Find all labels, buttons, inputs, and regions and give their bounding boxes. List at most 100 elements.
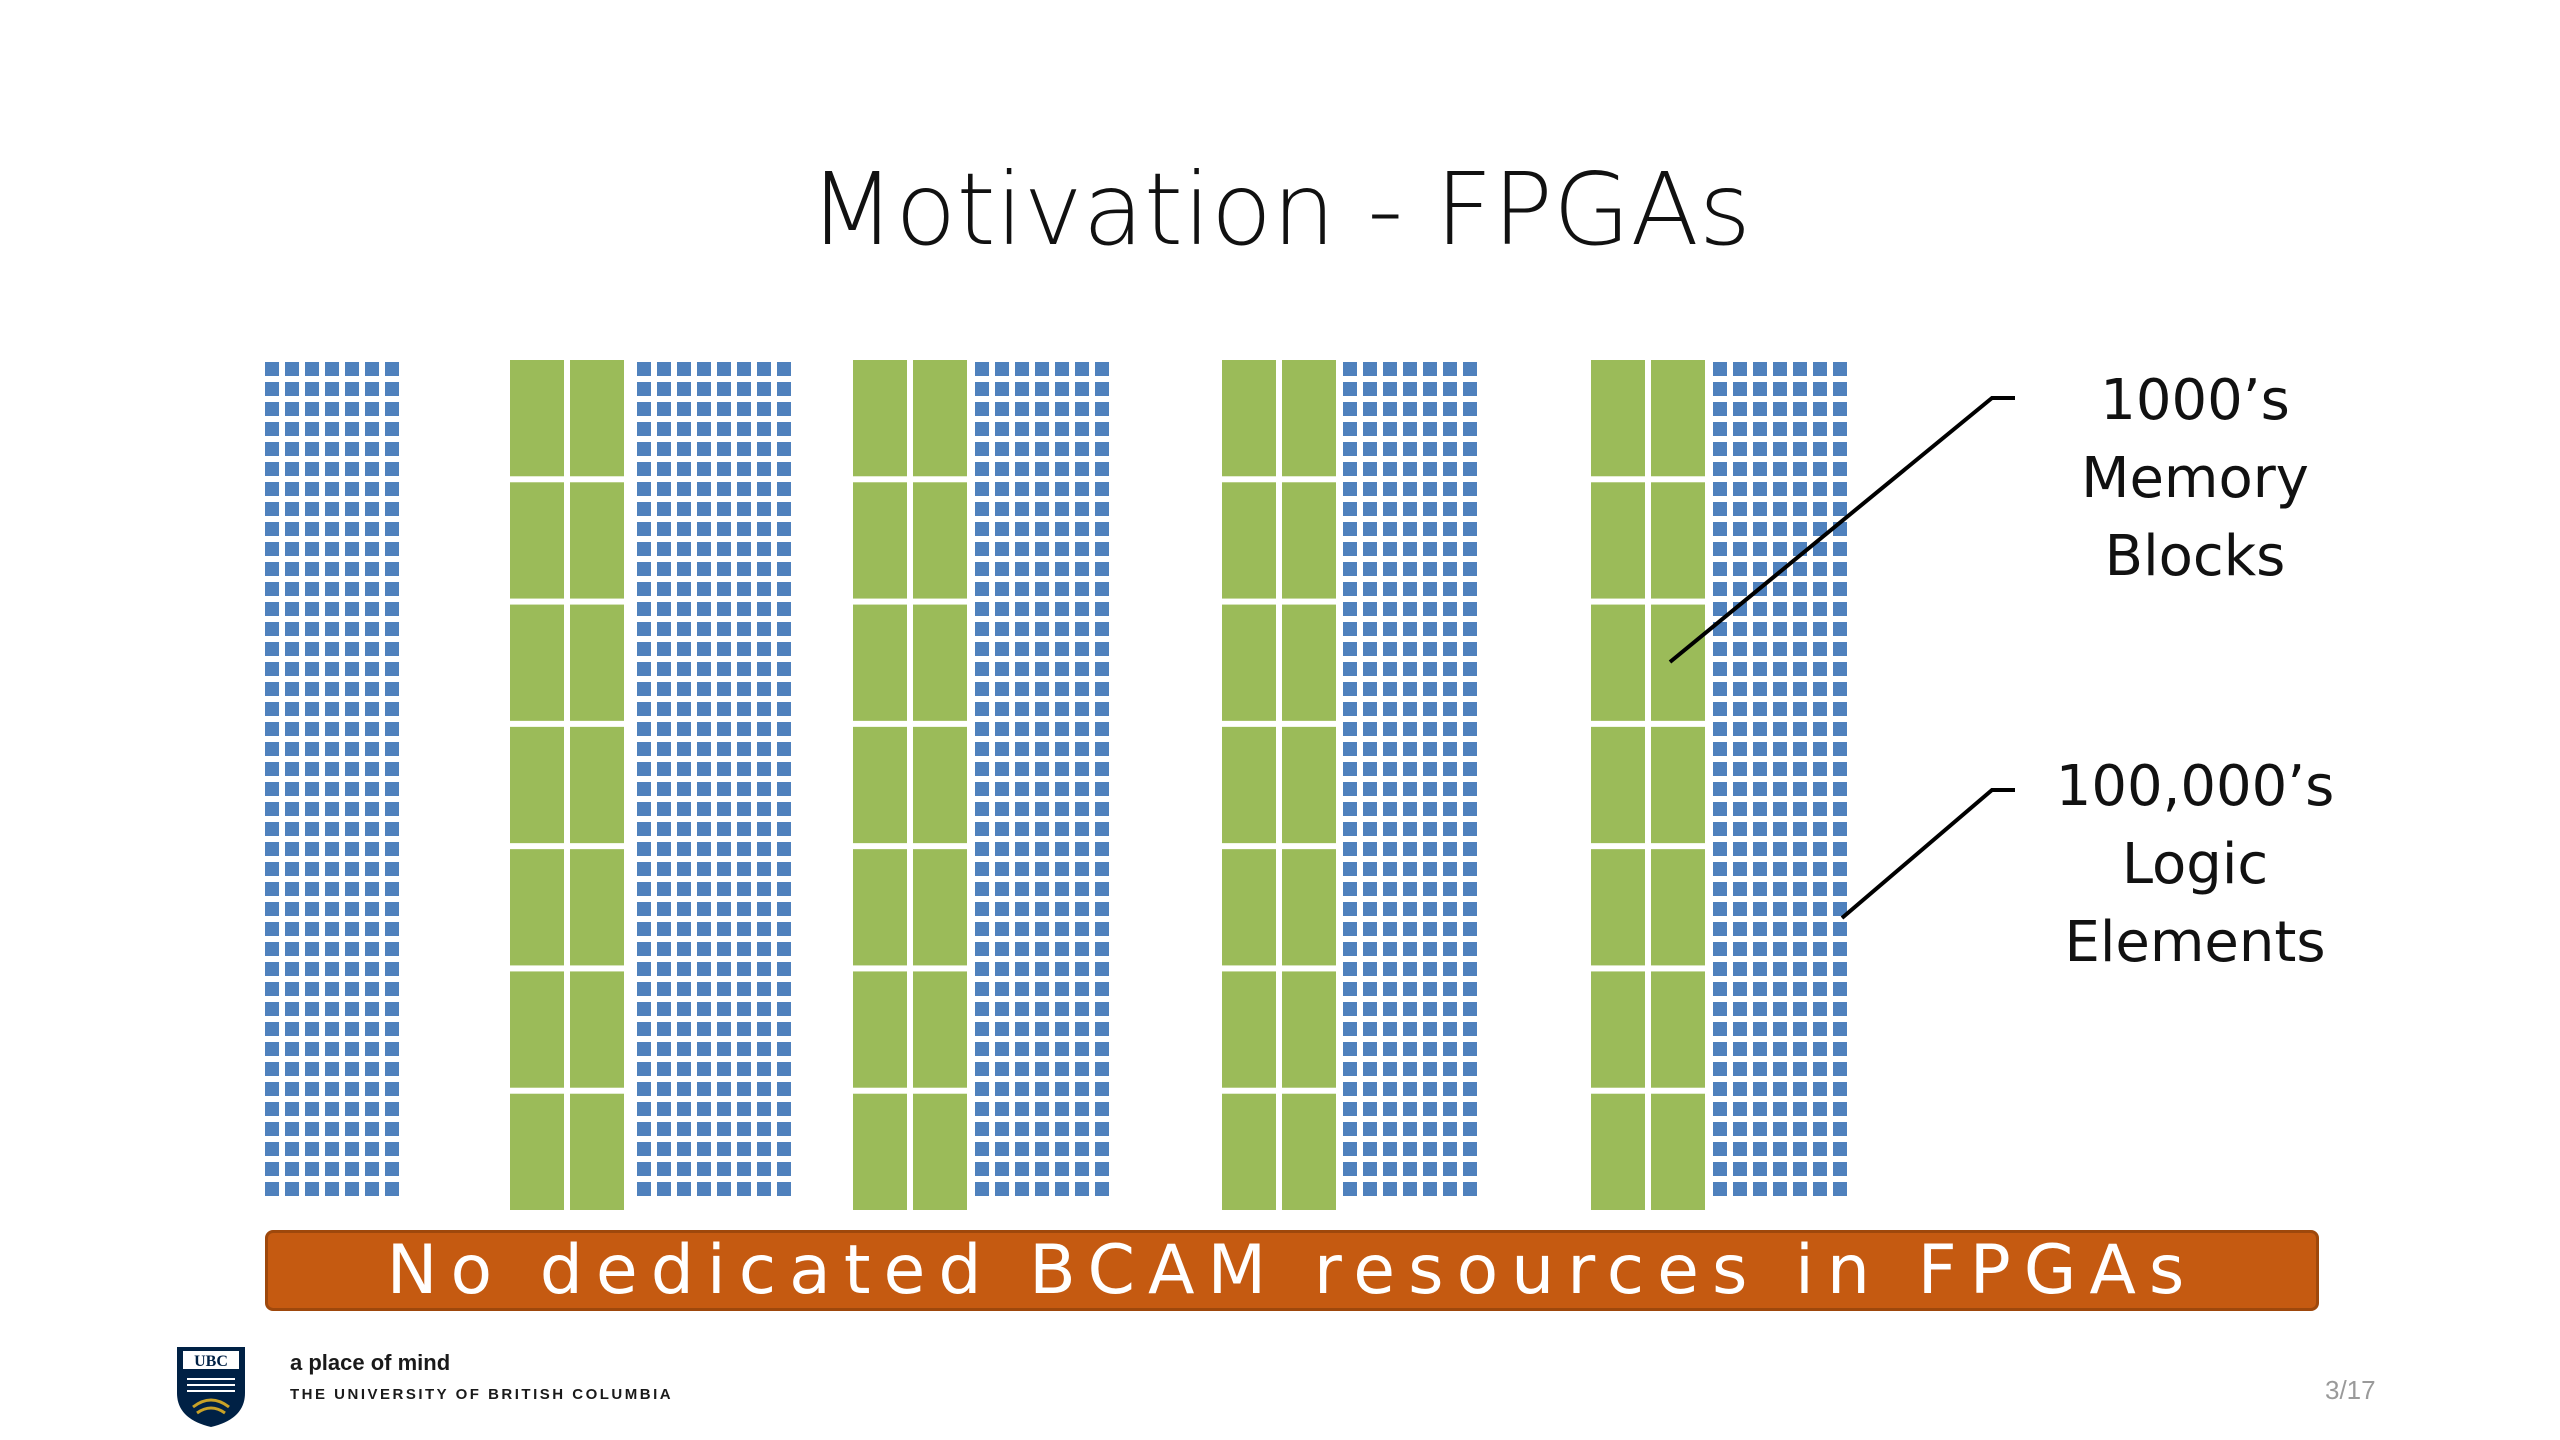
logic-element <box>1363 422 1377 436</box>
logic-element <box>1095 742 1109 756</box>
logic-element <box>325 682 339 696</box>
logic-element <box>345 502 359 516</box>
logic-element <box>677 522 691 536</box>
logic-element <box>1095 422 1109 436</box>
logic-element <box>1443 722 1457 736</box>
logic-element <box>677 542 691 556</box>
logic-element <box>1773 642 1787 656</box>
logic-element <box>1363 682 1377 696</box>
logic-element <box>1793 582 1807 596</box>
logic-element <box>697 762 711 776</box>
logic-element <box>285 462 299 476</box>
logic-element <box>717 1002 731 1016</box>
logic-element <box>1035 422 1049 436</box>
logic-element <box>1015 1062 1029 1076</box>
logic-element <box>1423 1082 1437 1096</box>
logic-element <box>325 862 339 876</box>
logic-element <box>1095 662 1109 676</box>
logic-element <box>365 902 379 916</box>
memory-block <box>853 604 907 721</box>
logic-element <box>385 782 399 796</box>
logic-element <box>365 702 379 716</box>
logic-element <box>1733 462 1747 476</box>
logic-element <box>1463 502 1477 516</box>
logic-element <box>1055 742 1069 756</box>
logic-element <box>1773 1002 1787 1016</box>
logic-element <box>1443 902 1457 916</box>
logic-element <box>737 562 751 576</box>
logic-element <box>385 1162 399 1176</box>
logic-element <box>1343 602 1357 616</box>
logic-element <box>285 1102 299 1116</box>
logic-element <box>1443 782 1457 796</box>
memory-block <box>1282 971 1336 1088</box>
logic-element <box>637 982 651 996</box>
logic-element <box>1793 1142 1807 1156</box>
logic-element <box>1095 962 1109 976</box>
logic-element <box>1773 822 1787 836</box>
logic-element <box>285 1022 299 1036</box>
logic-element <box>637 662 651 676</box>
logic-element <box>1343 962 1357 976</box>
logic-element <box>1753 722 1767 736</box>
logic-element <box>325 962 339 976</box>
logic-element <box>1773 582 1787 596</box>
logic-element <box>757 362 771 376</box>
logic-element <box>1035 602 1049 616</box>
logic-element <box>1773 522 1787 536</box>
logic-element <box>305 422 319 436</box>
logic-element <box>677 382 691 396</box>
logic-element <box>1713 1062 1727 1076</box>
logic-element <box>657 1182 671 1196</box>
logic-element <box>305 882 319 896</box>
logic-element <box>697 422 711 436</box>
logic-element <box>1095 582 1109 596</box>
logic-element <box>995 1182 1009 1196</box>
logic-element <box>657 582 671 596</box>
logic-element <box>1833 602 1847 616</box>
logic-element <box>637 382 651 396</box>
footer-tagline: a place of mind <box>290 1350 451 1375</box>
logic-element <box>1363 762 1377 776</box>
logic-element <box>1813 1022 1827 1036</box>
logic-element <box>1463 382 1477 396</box>
logic-element <box>265 942 279 956</box>
logic-element <box>1713 402 1727 416</box>
logic-element <box>737 1182 751 1196</box>
logic-element <box>265 1102 279 1116</box>
logic-element <box>737 742 751 756</box>
logic-element <box>1035 1062 1049 1076</box>
logic-element <box>1463 642 1477 656</box>
logic-element <box>325 362 339 376</box>
logic-element <box>1343 702 1357 716</box>
logic-element <box>1463 882 1477 896</box>
logic-element <box>325 502 339 516</box>
logic-element <box>757 1022 771 1036</box>
logic-element <box>1753 542 1767 556</box>
logic-element <box>345 622 359 636</box>
logic-element <box>1793 962 1807 976</box>
logic-element <box>285 902 299 916</box>
logic-element <box>1813 642 1827 656</box>
footer-university: THE UNIVERSITY OF BRITISH COLUMBIA <box>290 1386 674 1403</box>
logic-element <box>677 462 691 476</box>
logic-element <box>265 462 279 476</box>
logic-element <box>1463 1002 1477 1016</box>
logic-element <box>1403 982 1417 996</box>
logic-element <box>697 562 711 576</box>
logic-element <box>677 702 691 716</box>
logic-element <box>757 662 771 676</box>
logic-element <box>637 782 651 796</box>
logic-element <box>657 502 671 516</box>
logic-element <box>777 782 791 796</box>
logic-element <box>757 902 771 916</box>
logic-element <box>717 382 731 396</box>
logic-element <box>1463 622 1477 636</box>
logic-element <box>1773 482 1787 496</box>
memory-block <box>1591 726 1645 844</box>
logic-element <box>365 1082 379 1096</box>
logic-element <box>1035 722 1049 736</box>
logic-element <box>1343 382 1357 396</box>
logic-element <box>1813 362 1827 376</box>
logic-element <box>1075 622 1089 636</box>
